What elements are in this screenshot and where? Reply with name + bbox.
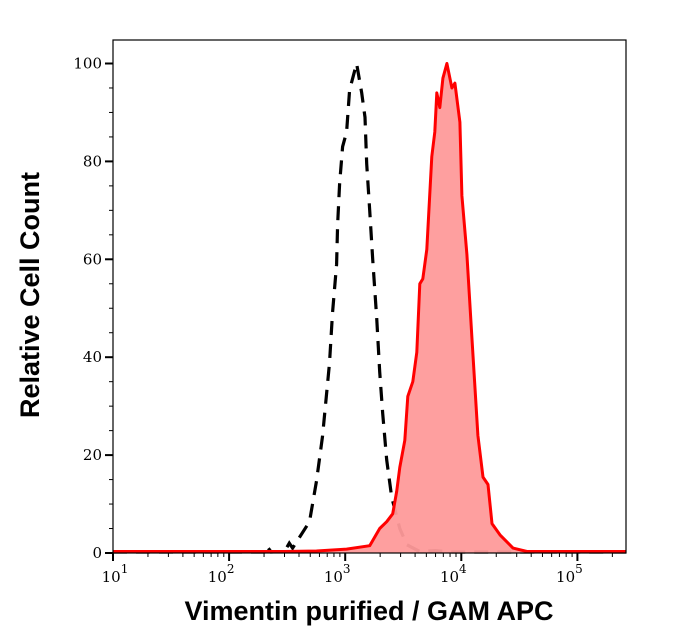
y-tick-label: 20: [83, 446, 102, 464]
y-tick-label: 100: [73, 54, 102, 72]
y-tick-label: 0: [92, 544, 102, 562]
x-tick-label: 102: [208, 562, 235, 586]
x-tick-label: 105: [556, 562, 583, 586]
plot-frame: [112, 39, 627, 554]
filled-histogram-outline: [113, 62, 626, 553]
x-axis: 101 102 103 104 105: [102, 553, 613, 586]
dashed-control-histogram: [113, 63, 626, 554]
x-tick-label: 104: [440, 562, 467, 586]
plot-area: [113, 62, 626, 554]
filled-histogram-area: [113, 63, 626, 553]
y-tick-label: 60: [83, 250, 102, 268]
y-tick-label: 80: [83, 152, 102, 170]
y-axis: 0 20 40 60 80 100: [73, 54, 113, 562]
y-tick-label: 40: [83, 348, 102, 366]
y-axis-label: Relative Cell Count: [15, 172, 45, 418]
x-tick-label: 103: [324, 562, 351, 586]
x-tick-label: 101: [102, 562, 129, 586]
x-axis-label: Vimentin purified / GAM APC: [184, 596, 553, 626]
